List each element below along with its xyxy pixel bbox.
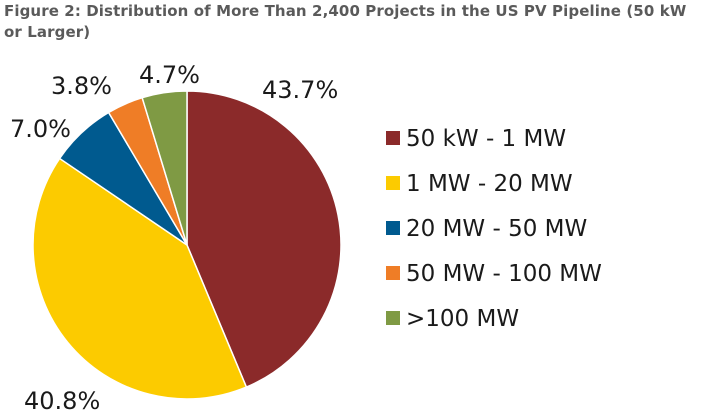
- legend-label-50-kw-1-mw: 50 kW - 1 MW: [406, 126, 566, 152]
- legend-swatch-1-mw-20-mw: [386, 176, 400, 190]
- data-label-1-mw-20-mw: 40.8%: [24, 387, 100, 415]
- pie-slice-1-mw-20-mw: [32, 157, 248, 400]
- legend-label-100-mw: >100 MW: [406, 306, 519, 332]
- pie-data-labels: 43.7% 40.8% 7.0% 3.8% 4.7%: [10, 61, 338, 415]
- chart-title: Figure 2: Distribution of More Than 2,40…: [4, 2, 687, 41]
- legend-label-20-mw-50-mw: 20 MW - 50 MW: [406, 216, 587, 242]
- data-label-100-mw: 4.7%: [139, 61, 200, 89]
- pie-slice-50-kw-1-mw: [186, 90, 342, 389]
- legend-swatch-20-mw-50-mw: [386, 221, 400, 235]
- pie-slice-100-mw: [141, 90, 188, 246]
- legend-swatch-100-mw: [386, 311, 400, 325]
- data-label-20-mw-50-mw: 7.0%: [10, 115, 71, 143]
- data-label-50-kw-1-mw: 43.7%: [262, 76, 338, 104]
- data-label-50-mw-100-mw: 3.8%: [51, 72, 112, 100]
- legend-swatch-50-kw-1-mw: [386, 131, 400, 145]
- pie-slices: [32, 90, 342, 400]
- legend-label-1-mw-20-mw: 1 MW - 20 MW: [406, 171, 573, 197]
- chart-legend: 50 kW - 1 MW 1 MW - 20 MW 20 MW - 50 MW 50 …: [386, 126, 602, 332]
- legend-swatch-50-mw-100-mw: [386, 266, 400, 280]
- legend-label-50-mw-100-mw: 50 MW - 100 MW: [406, 261, 602, 287]
